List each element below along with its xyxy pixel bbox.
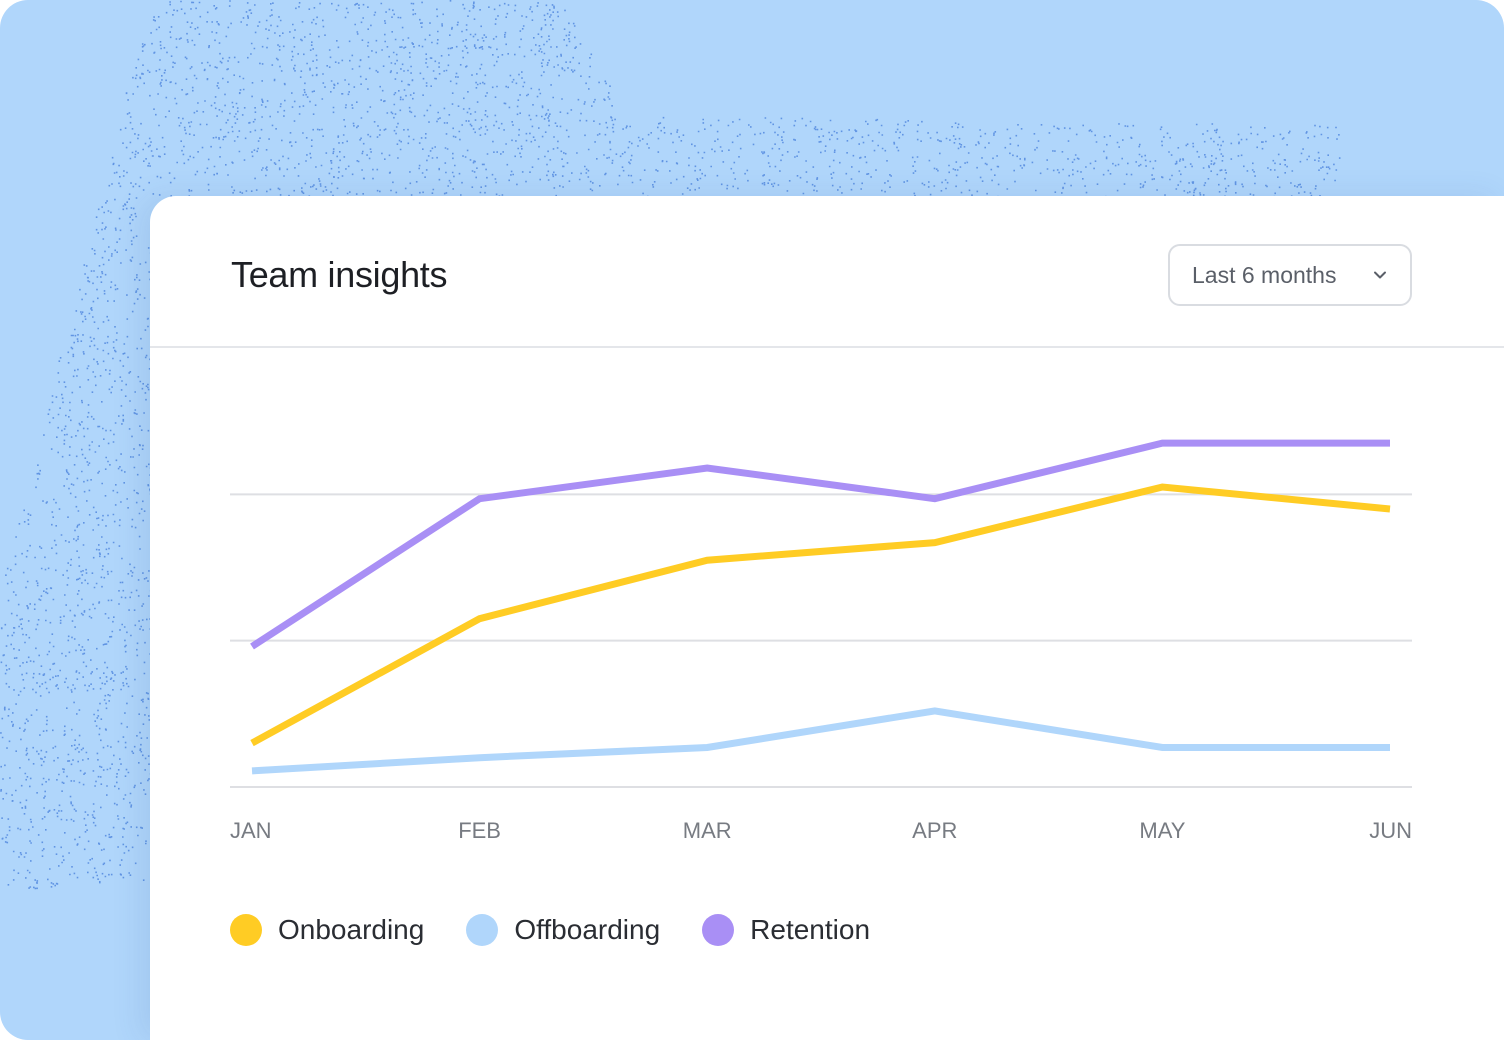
x-tick-label: JUN [1369, 818, 1412, 843]
x-tick-label: FEB [458, 818, 501, 843]
legend-item-retention: Retention [702, 914, 870, 946]
x-tick-label: MAY [1139, 818, 1185, 843]
series-line-onboarding [250, 483, 1391, 747]
chart-legend: Onboarding Offboarding Retention [230, 914, 912, 946]
card-header: Team insights Last 6 months [150, 196, 1504, 348]
insights-card: Team insights Last 6 months JAN FEB MAR APR… [150, 196, 1504, 1040]
legend-item-offboarding: Offboarding [466, 914, 660, 946]
time-range-select[interactable]: Last 6 months [1168, 244, 1412, 306]
series-line-retention [250, 439, 1390, 650]
card-title: Team insights [231, 254, 448, 295]
x-tick-label: JAN [230, 818, 272, 843]
legend-swatch [230, 914, 262, 946]
series-line-offboarding [251, 707, 1390, 775]
legend-label: Retention [750, 914, 871, 945]
x-tick-label: APR [912, 818, 957, 843]
time-range-value: Last 6 months [1192, 261, 1337, 288]
legend-label: Onboarding [278, 914, 425, 945]
chevron-down-icon [1374, 271, 1386, 279]
line-chart: JAN FEB MAR APR MAY JUN [230, 439, 1412, 843]
legend-swatch [702, 914, 735, 946]
legend-item-onboarding: Onboarding [230, 914, 424, 946]
x-tick-label: MAR [683, 818, 732, 843]
legend-swatch [466, 914, 499, 946]
legend-label: Offboarding [514, 914, 661, 945]
